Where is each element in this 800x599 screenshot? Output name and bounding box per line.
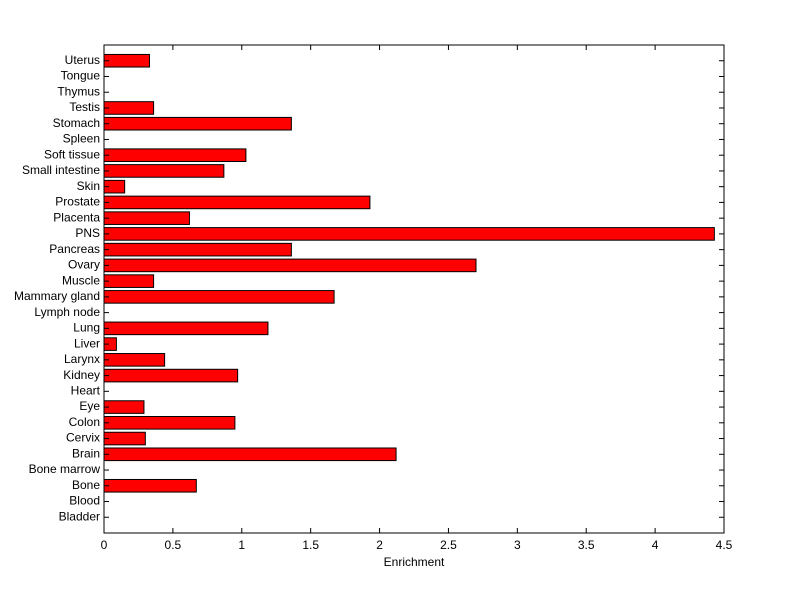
bar xyxy=(103,242,292,257)
bar xyxy=(103,321,269,336)
y-tick-label: Bone marrow xyxy=(29,462,101,476)
bar xyxy=(103,416,236,430)
y-tick-label: Spleen xyxy=(63,132,100,146)
y-tick-label: Soft tissue xyxy=(44,147,100,161)
y-tick-label: Testis xyxy=(69,100,100,114)
y-tick-label: Bone xyxy=(72,478,100,492)
y-tick-label: Tongue xyxy=(61,69,101,83)
bar xyxy=(103,116,292,131)
y-tick-label: Muscle xyxy=(62,273,100,287)
y-tick-label: Kidney xyxy=(63,368,100,382)
y-tick-label: Liver xyxy=(74,336,100,350)
y-tick-label: Skin xyxy=(77,179,100,193)
plot-frame xyxy=(103,44,725,534)
x-tick-label: 4.5 xyxy=(716,538,733,552)
y-tick-label: Bladder xyxy=(59,509,100,523)
bar xyxy=(103,195,371,210)
bar xyxy=(103,148,247,162)
y-tick-label: Colon xyxy=(69,415,100,429)
y-tick-label: Thymus xyxy=(57,84,100,98)
bar xyxy=(103,368,239,383)
bar xyxy=(103,274,155,288)
bar xyxy=(103,290,335,304)
bar xyxy=(103,258,477,273)
x-tick-label: 2.5 xyxy=(440,538,457,552)
y-tick-label: Prostate xyxy=(55,195,100,209)
x-tick-label: 0.5 xyxy=(165,538,182,552)
bar xyxy=(103,447,397,462)
bar xyxy=(103,53,150,68)
y-tick-label: Stomach xyxy=(53,116,100,130)
bar xyxy=(103,353,166,367)
y-tick-label: Uterus xyxy=(65,53,100,67)
bar xyxy=(103,478,197,493)
y-tick-label: Heart xyxy=(71,383,101,397)
x-tick-label: 1.5 xyxy=(302,538,319,552)
y-tick-label: Pancreas xyxy=(49,242,100,256)
y-tick-label: Placenta xyxy=(53,210,100,224)
x-axis-label: Enrichment xyxy=(384,555,445,569)
x-tick-label: 2 xyxy=(376,538,383,552)
bar xyxy=(103,211,190,225)
bar xyxy=(103,164,225,178)
bar xyxy=(103,400,145,414)
x-tick-label: 3 xyxy=(514,538,521,552)
y-tick-label: Cervix xyxy=(66,431,100,445)
bar xyxy=(103,431,146,446)
x-tick-label: 1 xyxy=(238,538,245,552)
bar xyxy=(103,227,715,241)
y-tick-label: Larynx xyxy=(64,352,100,366)
y-tick-label: Small intestine xyxy=(22,163,100,177)
y-tick-label: Lung xyxy=(73,321,100,335)
y-tick-label: PNS xyxy=(75,226,100,240)
y-tick-label: Lymph node xyxy=(34,305,100,319)
x-tick-label: 4 xyxy=(652,538,659,552)
y-tick-label: Ovary xyxy=(68,258,100,272)
x-tick-label: 3.5 xyxy=(578,538,595,552)
y-tick-label: Brain xyxy=(72,446,100,460)
bar xyxy=(103,101,155,115)
y-tick-label: Mammary gland xyxy=(14,289,100,303)
y-tick-label: Eye xyxy=(79,399,100,413)
x-tick-label: 0 xyxy=(101,538,108,552)
y-tick-label: Blood xyxy=(69,494,100,508)
